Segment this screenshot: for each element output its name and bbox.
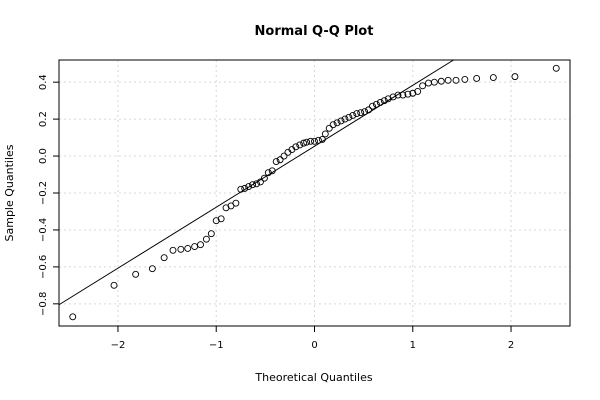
- data-point: [357, 109, 365, 117]
- data-point: [241, 184, 249, 192]
- chart-title: Normal Q-Q Plot: [255, 24, 374, 39]
- data-point: [272, 158, 280, 166]
- data-point: [329, 121, 337, 129]
- data-point: [212, 217, 220, 225]
- data-point: [132, 270, 140, 278]
- data-point: [345, 113, 353, 121]
- data-point: [414, 87, 422, 95]
- qq-reference-line: [58, 59, 454, 306]
- y-tick-label: 0.4: [38, 74, 49, 90]
- data-point: [321, 130, 329, 138]
- data-point: [552, 64, 560, 72]
- y-tick-label: −0.2: [38, 181, 49, 205]
- data-point: [425, 79, 432, 87]
- data-point: [461, 75, 469, 83]
- data-point: [296, 141, 304, 149]
- data-point: [160, 254, 168, 262]
- data-point: [452, 76, 460, 84]
- data-point: [376, 99, 384, 106]
- data-point: [353, 110, 361, 118]
- x-tick-label: 1: [410, 340, 416, 351]
- data-point: [264, 169, 272, 177]
- grid-lines: [59, 60, 570, 326]
- data-point: [148, 265, 156, 273]
- data-point: [394, 91, 402, 99]
- data-point: [110, 281, 118, 289]
- data-point: [384, 95, 392, 103]
- y-tick-label: −0.8: [38, 292, 49, 316]
- data-point: [372, 100, 380, 108]
- data-point: [369, 102, 376, 110]
- data-point: [249, 181, 257, 189]
- data-point: [217, 215, 225, 223]
- data-point: [237, 185, 245, 193]
- data-point: [245, 183, 253, 190]
- data-point: [333, 119, 341, 127]
- axes: −2 −1 0 1 2 −0.8 −0.6 −0.4 −0.2 0.0 0.2 0.4: [38, 74, 514, 351]
- data-point: [222, 204, 230, 212]
- data-point: [177, 245, 185, 253]
- data-point: [318, 135, 326, 143]
- data-point: [430, 78, 438, 86]
- x-tick-label: 2: [508, 340, 514, 351]
- data-point: [409, 89, 417, 97]
- data-point: [197, 241, 204, 249]
- data-point: [257, 178, 264, 186]
- x-tick-label: 0: [311, 340, 317, 351]
- data-point: [473, 75, 481, 82]
- data-point: [280, 152, 288, 160]
- data-point: [314, 136, 322, 144]
- data-point: [202, 235, 210, 243]
- data-point: [341, 115, 349, 123]
- data-point: [184, 244, 192, 252]
- y-tick-label: 0.2: [38, 111, 49, 127]
- data-point: [365, 106, 372, 114]
- x-axis-label: Theoretical Quantiles: [254, 371, 372, 384]
- data-point: [380, 97, 388, 105]
- data-point: [253, 180, 260, 188]
- data-point: [325, 124, 333, 132]
- data-point: [191, 243, 199, 251]
- data-point: [337, 117, 345, 125]
- reference-line-layer: [58, 59, 454, 306]
- data-point: [419, 82, 427, 90]
- data-point: [311, 137, 318, 145]
- data-point: [207, 230, 215, 238]
- data-point: [349, 111, 357, 119]
- data-point: [276, 156, 284, 164]
- y-tick-label: −0.6: [38, 255, 49, 279]
- data-point: [268, 167, 276, 175]
- data-point: [169, 246, 177, 254]
- y-tick-label: 0.0: [38, 148, 49, 164]
- x-tick-label: −1: [209, 340, 224, 351]
- data-point: [303, 138, 311, 146]
- data-point: [300, 139, 308, 147]
- data-point: [389, 93, 397, 101]
- data-point: [437, 77, 445, 85]
- data-point: [489, 74, 497, 81]
- x-tick-label: −2: [111, 340, 126, 351]
- y-tick-label: −0.4: [38, 218, 49, 242]
- data-point: [292, 143, 300, 151]
- data-point: [260, 174, 268, 182]
- data-point: [69, 313, 77, 321]
- y-axis-label: Sample Quantiles: [3, 144, 16, 241]
- data-point: [511, 73, 519, 81]
- data-point: [404, 90, 412, 98]
- data-point: [232, 199, 240, 207]
- data-point: [307, 137, 315, 145]
- data-point: [399, 91, 407, 99]
- data-point: [361, 108, 369, 116]
- data-point: [444, 76, 452, 84]
- data-points: [69, 64, 560, 321]
